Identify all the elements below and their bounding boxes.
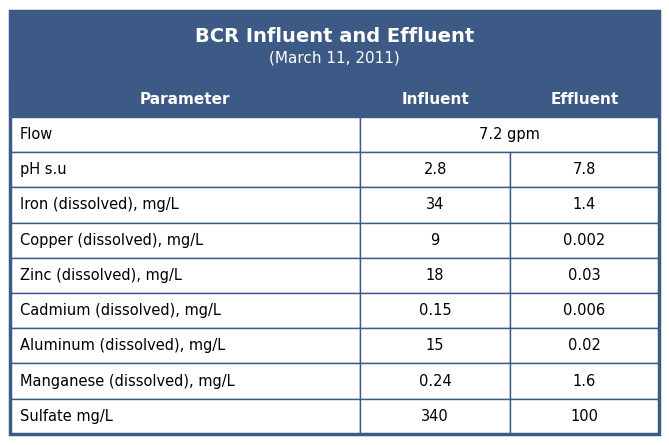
Bar	[361, 117, 659, 152]
Bar	[361, 293, 510, 328]
Bar	[510, 81, 659, 117]
Text: Aluminum (dissolved), mg/L: Aluminum (dissolved), mg/L	[20, 338, 225, 353]
Text: 1.4: 1.4	[573, 198, 596, 212]
Text: 18: 18	[426, 268, 444, 283]
Bar	[510, 152, 659, 187]
Bar	[361, 187, 510, 222]
Text: 1.6: 1.6	[573, 373, 596, 388]
Bar	[361, 81, 510, 117]
Bar	[361, 152, 510, 187]
Text: 0.03: 0.03	[568, 268, 601, 283]
Bar	[10, 399, 361, 434]
Bar	[10, 11, 659, 81]
Text: 15: 15	[426, 338, 444, 353]
Bar	[361, 364, 510, 399]
Text: Effluent: Effluent	[550, 92, 618, 107]
Text: 0.002: 0.002	[563, 233, 605, 247]
Bar	[510, 293, 659, 328]
Text: Parameter: Parameter	[140, 92, 231, 107]
Text: 0.006: 0.006	[563, 303, 605, 318]
Text: 100: 100	[571, 409, 598, 424]
Text: 2.8: 2.8	[423, 162, 447, 177]
Bar	[10, 81, 361, 117]
Text: 9: 9	[430, 233, 440, 247]
Text: Iron (dissolved), mg/L: Iron (dissolved), mg/L	[20, 198, 179, 212]
Bar	[361, 328, 510, 364]
Bar	[510, 258, 659, 293]
Text: Copper (dissolved), mg/L: Copper (dissolved), mg/L	[20, 233, 203, 247]
Bar	[361, 399, 510, 434]
Bar	[510, 222, 659, 258]
Text: Flow: Flow	[20, 127, 54, 142]
Text: 340: 340	[421, 409, 449, 424]
Text: Zinc (dissolved), mg/L: Zinc (dissolved), mg/L	[20, 268, 182, 283]
Bar	[10, 187, 361, 222]
Bar	[10, 117, 361, 152]
Bar	[510, 399, 659, 434]
Text: 0.02: 0.02	[568, 338, 601, 353]
Bar	[10, 152, 361, 187]
Text: (March 11, 2011): (March 11, 2011)	[269, 50, 400, 65]
Bar	[510, 187, 659, 222]
Text: 7.8: 7.8	[573, 162, 596, 177]
Text: 0.15: 0.15	[419, 303, 452, 318]
Bar	[510, 328, 659, 364]
Bar	[510, 364, 659, 399]
Bar	[10, 293, 361, 328]
Text: Cadmium (dissolved), mg/L: Cadmium (dissolved), mg/L	[20, 303, 221, 318]
Text: pH s.u: pH s.u	[20, 162, 67, 177]
Bar	[10, 328, 361, 364]
Text: 7.2 gpm: 7.2 gpm	[479, 127, 540, 142]
Text: Influent: Influent	[401, 92, 469, 107]
Bar	[10, 364, 361, 399]
Bar	[361, 258, 510, 293]
Bar	[10, 222, 361, 258]
Bar	[361, 222, 510, 258]
Text: 0.24: 0.24	[419, 373, 452, 388]
Bar	[10, 258, 361, 293]
Text: Manganese (dissolved), mg/L: Manganese (dissolved), mg/L	[20, 373, 235, 388]
Text: 34: 34	[426, 198, 444, 212]
Text: BCR Influent and Effluent: BCR Influent and Effluent	[195, 27, 474, 46]
Text: Sulfate mg/L: Sulfate mg/L	[20, 409, 113, 424]
